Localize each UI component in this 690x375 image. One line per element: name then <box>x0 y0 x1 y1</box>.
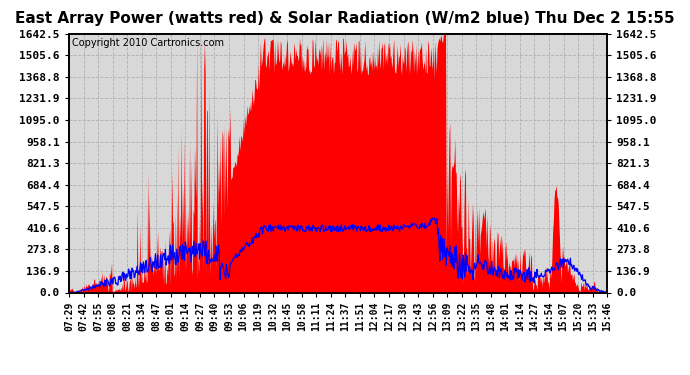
Text: East Array Power (watts red) & Solar Radiation (W/m2 blue) Thu Dec 2 15:55: East Array Power (watts red) & Solar Rad… <box>15 11 675 26</box>
Text: Copyright 2010 Cartronics.com: Copyright 2010 Cartronics.com <box>72 38 224 48</box>
